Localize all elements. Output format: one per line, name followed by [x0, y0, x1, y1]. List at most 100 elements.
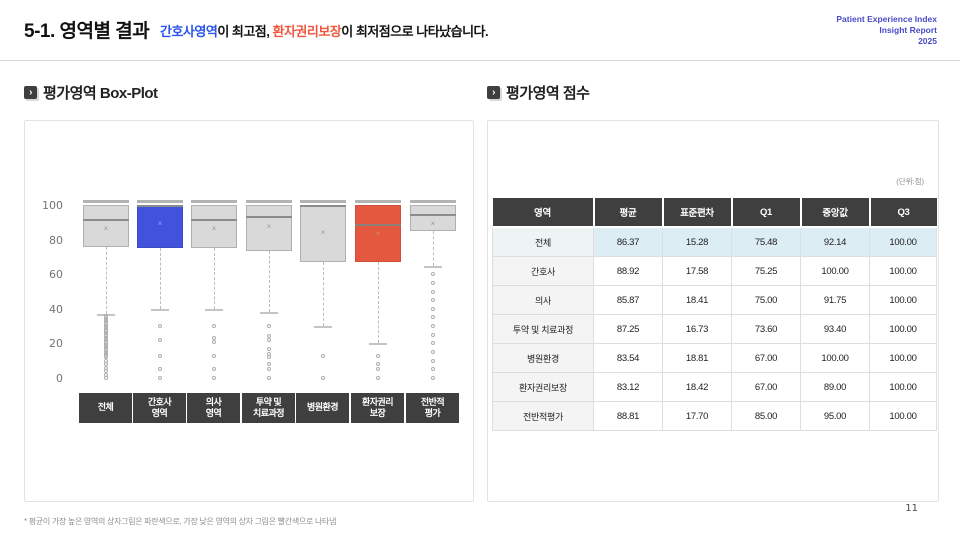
subtitle-text-2: 이 최저점으로 나타났습니다. [341, 24, 489, 39]
report-line-3: 2025 [918, 36, 937, 47]
box-iqr [191, 205, 237, 249]
table-cell-value: 86.37 [593, 227, 663, 257]
median-line [300, 205, 346, 207]
table-cell-value: 93.40 [800, 314, 870, 344]
whisker-top-cap [246, 200, 292, 203]
boxplot-chart: 100 80 60 40 20 0 × 전체 × 간호사 영역 × 의사 영역 × 투약 및 치료과정 × 병원환경… [25, 121, 473, 501]
mean-marker: × [375, 229, 381, 239]
outlier-point [267, 355, 271, 360]
table-cell-value: 75.00 [731, 285, 801, 315]
page-number: 11 [905, 503, 918, 514]
table-cell-value: 92.14 [800, 227, 870, 257]
y-axis-tick-label: 40 [49, 302, 63, 316]
table-cell-value: 18.81 [662, 343, 732, 373]
outlier-point [376, 353, 380, 358]
table-column-header: 평균 [593, 198, 664, 228]
whisker-cap [314, 326, 332, 329]
outlier-point [431, 367, 435, 372]
table-column-header: Q3 [869, 198, 937, 228]
table-row: 환자권리보장 83.12 18.42 67.00 89.00 100.00 [492, 372, 937, 402]
whisker-cap [151, 308, 169, 311]
header-divider [0, 60, 960, 61]
box-whisker [323, 262, 324, 327]
category-label: 간호사 영역 [133, 393, 186, 423]
median-line [191, 219, 237, 222]
table-cell-value: 88.81 [593, 401, 663, 431]
category-label: 병원환경 [296, 393, 349, 423]
table-column-header: Q1 [731, 198, 802, 228]
outlier-point [431, 272, 435, 277]
median-line [137, 205, 183, 207]
chevron-square-icon: › [24, 86, 37, 99]
whisker-top-cap [300, 200, 346, 203]
table-column-header: 표준편차 [662, 198, 733, 228]
mean-marker: × [266, 222, 272, 232]
outlier-point [212, 339, 216, 344]
outlier-point [104, 376, 108, 380]
table-cell-value: 67.00 [731, 343, 801, 373]
outlier-point [267, 362, 271, 367]
table-cell-value: 89.00 [800, 372, 870, 402]
mean-marker: × [157, 219, 163, 229]
score-table-card: (단위:점) 영역 평균 표준편차 Q1 중앙값 Q3 전체 86.37 15.28 75.48… [487, 120, 939, 502]
whisker-cap [424, 265, 442, 268]
outlier-point [431, 341, 435, 346]
outlier-point [431, 350, 435, 355]
table-cell-value: 100.00 [869, 343, 937, 373]
category-label: 전반적 평가 [406, 393, 459, 423]
footnote: * 평균이 가장 높은 영역의 상자그림은 파란색으로, 가장 낮은 영역의 상… [24, 517, 337, 526]
table-cell-value: 100.00 [869, 285, 937, 315]
median-line [83, 218, 129, 221]
outlier-point [158, 337, 162, 342]
table-cell-value: 100.00 [800, 343, 870, 373]
outlier-point [267, 324, 271, 329]
table-cell-value: 17.58 [662, 256, 732, 286]
table-cell-value: 100.00 [869, 256, 937, 286]
median-line [355, 224, 401, 227]
y-axis-tick-label: 80 [49, 233, 63, 247]
subtitle-highlight-red: 환자권리보장 [272, 24, 342, 39]
table-cell-value: 91.75 [800, 285, 870, 315]
box-iqr [410, 205, 456, 231]
outlier-point [431, 280, 435, 285]
y-axis-tick-label: 20 [49, 337, 63, 351]
table-row-label: 전체 [492, 227, 594, 257]
table-row: 의사 85.87 18.41 75.00 91.75 100.00 [492, 285, 937, 315]
box-whisker [433, 230, 434, 266]
table-row-label: 전반적평가 [492, 401, 594, 431]
outlier-point [431, 332, 435, 337]
score-table: 영역 평균 표준편차 Q1 중앙값 Q3 전체 86.37 15.28 75.48 92.14 10… [492, 198, 937, 431]
table-row-label: 투약 및 치료과정 [492, 314, 594, 344]
outlier-point [376, 376, 380, 380]
table-cell-value: 16.73 [662, 314, 732, 344]
table-row: 간호사 88.92 17.58 75.25 100.00 100.00 [492, 256, 937, 286]
subtitle-highlight-blue: 간호사영역 [160, 24, 218, 39]
whisker-cap [97, 313, 115, 316]
section-title-scores-label: 평가영역 점수 [506, 85, 590, 102]
outlier-point [431, 289, 435, 294]
table-cell-value: 100.00 [800, 256, 870, 286]
whisker-cap [205, 308, 223, 311]
report-identifier: Patient Experience Index Insight Report … [836, 14, 937, 47]
outlier-point [376, 367, 380, 372]
outlier-point [267, 346, 271, 351]
outlier-point [212, 367, 216, 372]
y-axis-tick-label: 60 [49, 268, 63, 282]
outlier-point [376, 362, 380, 367]
outlier-point [212, 353, 216, 358]
mean-marker: × [211, 224, 217, 234]
score-table-body: 전체 86.37 15.28 75.48 92.14 100.00 간호사 88.92 17.5… [492, 227, 937, 431]
table-row: 투약 및 치료과정 87.25 16.73 73.60 93.40 100.00 [492, 314, 937, 344]
outlier-point [158, 376, 162, 380]
box-iqr [83, 205, 129, 248]
outlier-point [431, 315, 435, 320]
box-whisker [214, 248, 215, 309]
category-label: 전체 [79, 393, 132, 423]
table-cell-value: 75.25 [731, 256, 801, 286]
table-row-label: 간호사 [492, 256, 594, 286]
outlier-point [158, 353, 162, 358]
box-whisker [378, 262, 379, 344]
table-cell-value: 73.60 [731, 314, 801, 344]
page-title: 5-1. 영역별 결과 [24, 21, 150, 42]
